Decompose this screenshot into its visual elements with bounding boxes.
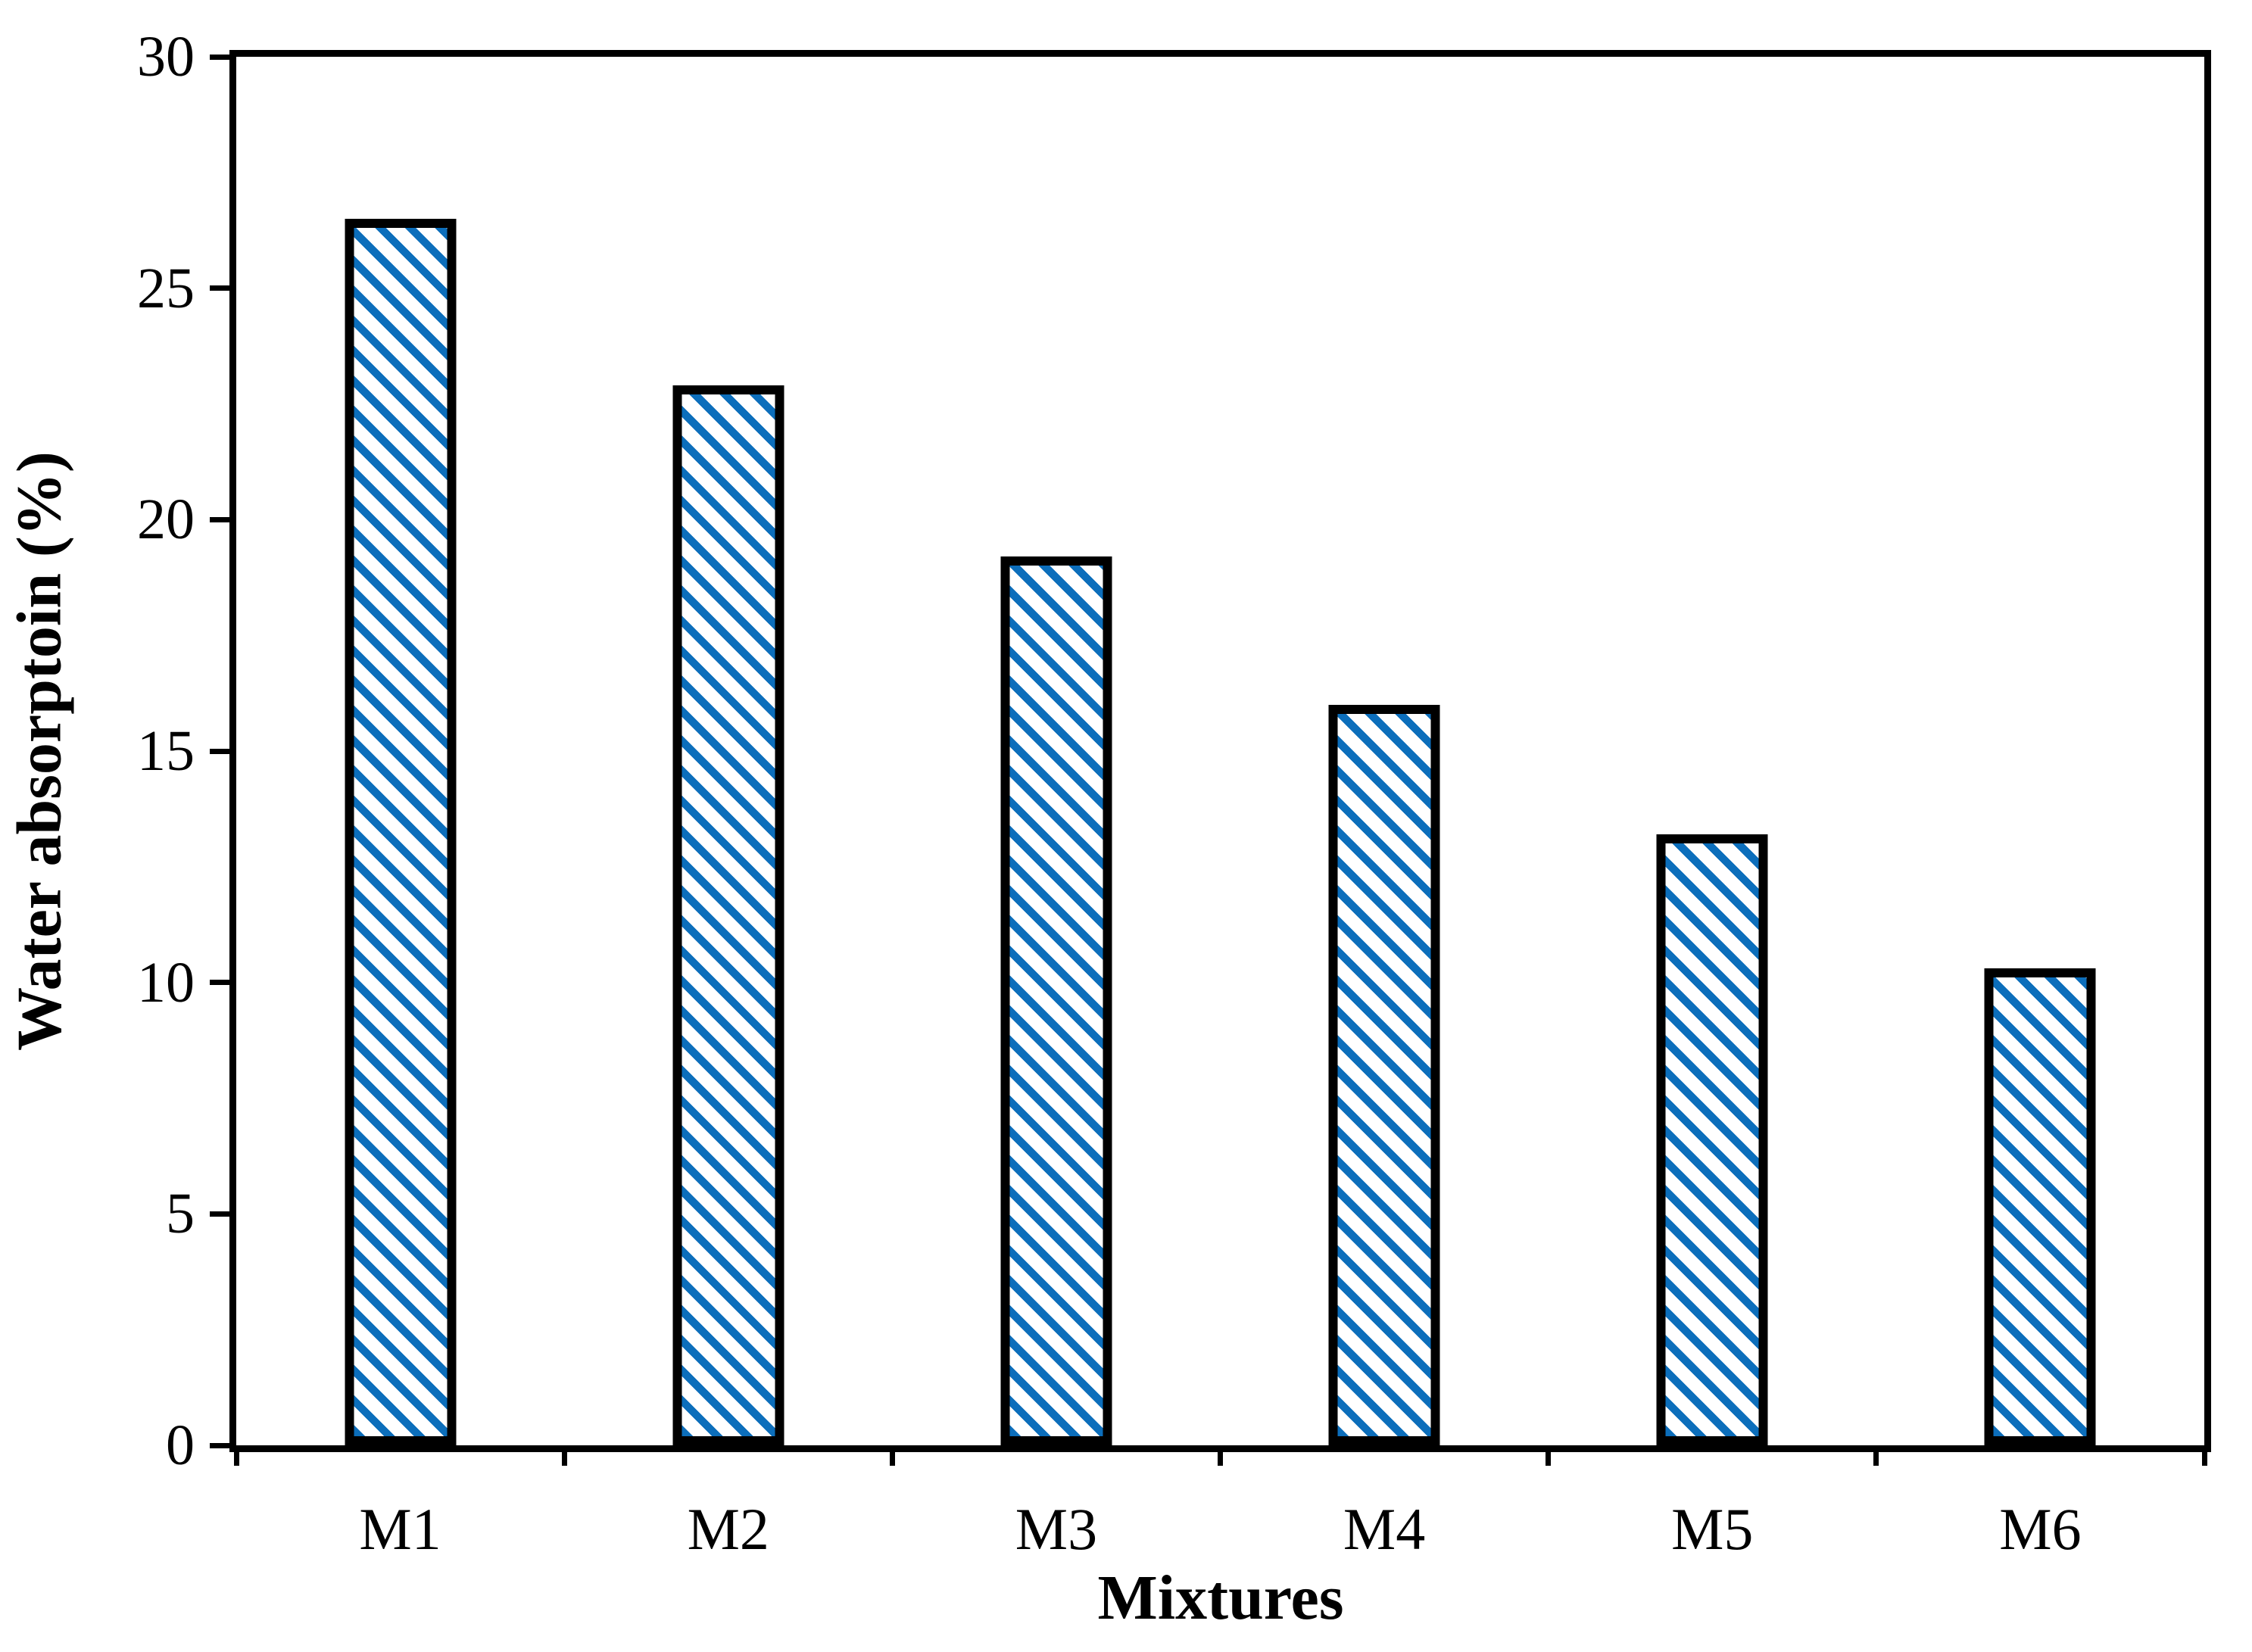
y-tick-mark-30 (210, 54, 236, 60)
y-tick-mark-25 (210, 285, 236, 291)
y-tick-label-20: 20 (137, 488, 195, 552)
y-tick-mark-5 (210, 1211, 236, 1217)
y-tick-label-0: 0 (166, 1414, 195, 1477)
x-tick-mark-5 (1873, 1445, 1879, 1466)
y-tick-mark-15 (210, 748, 236, 754)
x-tick-mark-2 (889, 1445, 895, 1466)
x-category-label-M4: M4 (1343, 1496, 1426, 1562)
x-category-label-M6: M6 (1999, 1496, 2082, 1562)
y-tick-mark-20 (210, 516, 236, 522)
x-category-label-M1: M1 (359, 1496, 441, 1562)
y-tick-label-30: 30 (137, 25, 195, 89)
bar-M1 (345, 218, 457, 1445)
plot-area (229, 50, 2211, 1452)
bar-M2 (672, 385, 784, 1445)
y-tick-label-5: 5 (166, 1182, 195, 1246)
x-tick-mark-0 (233, 1445, 239, 1466)
x-axis-title: Mixtures (1097, 1563, 1344, 1633)
y-tick-label-15: 15 (137, 719, 195, 783)
bar-M5 (1656, 834, 1768, 1445)
x-tick-mark-6 (2201, 1445, 2207, 1466)
bar-M6 (1984, 968, 2096, 1445)
y-tick-label-10: 10 (137, 950, 195, 1015)
bar-M3 (1000, 556, 1112, 1445)
y-tick-label-25: 25 (137, 256, 195, 320)
x-tick-mark-4 (1546, 1445, 1552, 1466)
x-tick-mark-1 (561, 1445, 567, 1466)
x-category-label-M5: M5 (1671, 1496, 1754, 1562)
x-tick-mark-3 (1218, 1445, 1223, 1466)
y-tick-mark-10 (210, 980, 236, 986)
bars-layer (236, 57, 2204, 1445)
y-tick-mark-0 (210, 1442, 236, 1448)
x-category-label-M2: M2 (687, 1496, 769, 1562)
x-category-label-M3: M3 (1015, 1496, 1098, 1562)
bar-M4 (1328, 704, 1440, 1445)
